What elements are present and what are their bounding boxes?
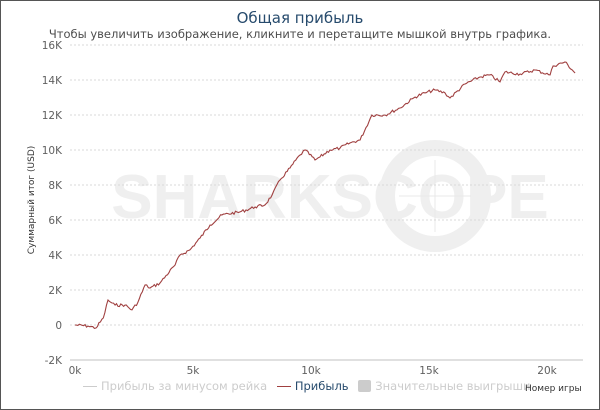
y-tick-label: 6K [48,215,63,227]
legend-label: Прибыль за минусом рейка [101,379,268,393]
chart-subtitle: Чтобы увеличить изображение, кликните и … [48,27,552,41]
legend-label: Значительные выигрыши [375,379,531,393]
x-tick-label: 20k [537,365,557,377]
x-axis-label: Номер игры [525,384,582,394]
x-tick-label: 5k [187,365,201,377]
watermark-scope-icon [379,140,491,252]
y-tick-label: 14K [42,75,63,87]
y-tick-label: 4K [48,250,63,262]
x-tick-label: 0k [69,365,83,377]
y-tick-label: 10K [42,145,63,157]
y-tick-label: 8K [48,180,63,192]
y-tick-label: 12K [42,110,63,122]
legend-line-swatch [83,386,97,387]
legend-line-swatch [276,386,291,387]
x-tick-label: 10k [301,365,321,377]
y-tick-label: -2K [45,355,63,367]
x-tick-label: 15k [419,365,439,377]
legend: Прибыль за минусом рейка Прибыль Значите… [83,379,536,393]
y-tick-label: 2K [48,285,63,297]
chart-title: Общая прибыль [236,9,364,27]
y-tick-label: 16K [42,40,63,52]
series-line-profit [74,61,576,330]
legend-label: Прибыль [294,379,349,393]
y-tick-label: 0 [55,320,62,332]
legend-item-net-profit[interactable]: Прибыль за минусом рейка [83,379,267,393]
legend-item-profit[interactable]: Прибыль [276,379,349,393]
y-axis-label: Суммарный итог (USD) [27,146,37,255]
legend-box-swatch [358,380,372,392]
legend-item-big-wins[interactable]: Значительные выигрыши [358,379,530,393]
